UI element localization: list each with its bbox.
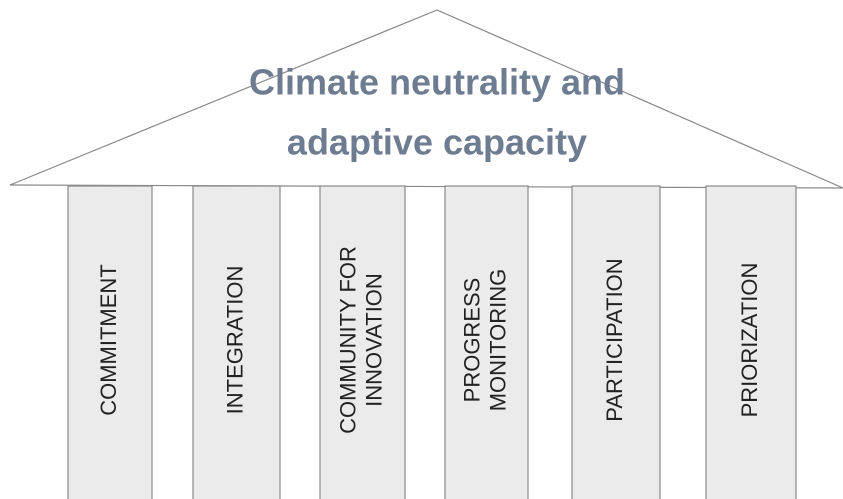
pillar — [319, 185, 406, 499]
pillar-label: COMMITMENT — [96, 264, 121, 416]
pillar — [705, 185, 797, 499]
pillar — [444, 185, 529, 499]
roof-title: Climate neutrality and — [249, 62, 625, 103]
pillar — [192, 185, 281, 499]
pillar-label: COMMUNITY FOR — [335, 246, 360, 434]
pillar-label: INTEGRATION — [222, 266, 247, 415]
pillar-label: INNOVATION — [361, 273, 386, 407]
roof — [9, 9, 843, 189]
pillar-label: MONITORING — [485, 269, 510, 412]
pillar-label: PRIORIZATION — [737, 263, 762, 418]
pillar-label: PROGRESS — [459, 278, 484, 403]
pillar-label: PARTICIPATION — [602, 258, 627, 421]
pillar — [571, 185, 661, 499]
pillar — [67, 185, 153, 499]
roof-title: adaptive capacity — [287, 122, 587, 163]
